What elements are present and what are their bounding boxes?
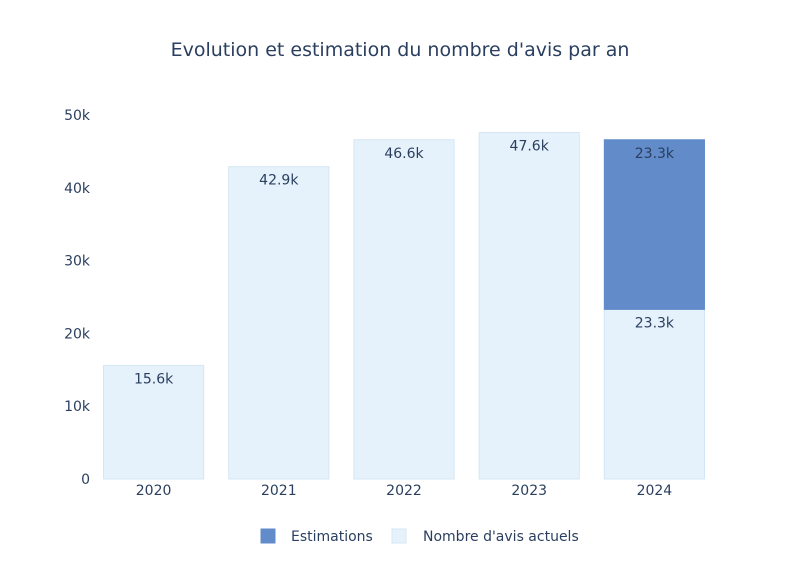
legend-swatch[interactable] bbox=[260, 528, 276, 544]
bar-2024-series-1 bbox=[603, 139, 705, 310]
bar-value-label: 23.3k bbox=[635, 315, 675, 331]
legend-label[interactable]: Estimations bbox=[291, 529, 373, 545]
y-axis: 0 10k 20k 30k 40k 50k bbox=[64, 108, 91, 488]
bar-value-label: 23.3k bbox=[635, 146, 675, 162]
legend-swatch[interactable] bbox=[391, 528, 407, 544]
x-tick-label: 2022 bbox=[386, 483, 422, 499]
x-tick-label: 2021 bbox=[261, 483, 297, 499]
x-axis: 2020 2021 2022 2023 2024 bbox=[136, 483, 673, 499]
bars-group: 15.6k 42.9k 46.6k 47.6k 23.3k 23.3k bbox=[103, 131, 705, 480]
bar-value-label: 15.6k bbox=[134, 371, 174, 387]
legend: Estimations Nombre d'avis actuels bbox=[260, 528, 579, 545]
y-tick-label: 0 bbox=[81, 472, 90, 488]
y-tick-label: 10k bbox=[64, 399, 91, 415]
chart-title: Evolution et estimation du nombre d'avis… bbox=[171, 39, 630, 61]
x-tick-label: 2024 bbox=[637, 483, 673, 499]
y-tick-label: 40k bbox=[64, 181, 91, 197]
bar-2022-series-0 bbox=[353, 139, 455, 480]
y-tick-label: 20k bbox=[64, 326, 91, 342]
bar-2023-series-0 bbox=[478, 131, 580, 480]
legend-label[interactable]: Nombre d'avis actuels bbox=[423, 529, 579, 545]
bar-value-label: 47.6k bbox=[510, 138, 550, 154]
bar-2021-series-0 bbox=[228, 166, 330, 480]
x-tick-label: 2020 bbox=[136, 483, 172, 499]
bar-2020-series-0 bbox=[103, 364, 205, 480]
bar-value-label: 46.6k bbox=[384, 146, 424, 162]
bar-2024-series-0 bbox=[603, 308, 705, 480]
y-tick-label: 50k bbox=[64, 108, 91, 124]
bar-value-label: 42.9k bbox=[259, 173, 299, 189]
y-tick-label: 30k bbox=[64, 254, 91, 270]
x-tick-label: 2023 bbox=[511, 483, 547, 499]
